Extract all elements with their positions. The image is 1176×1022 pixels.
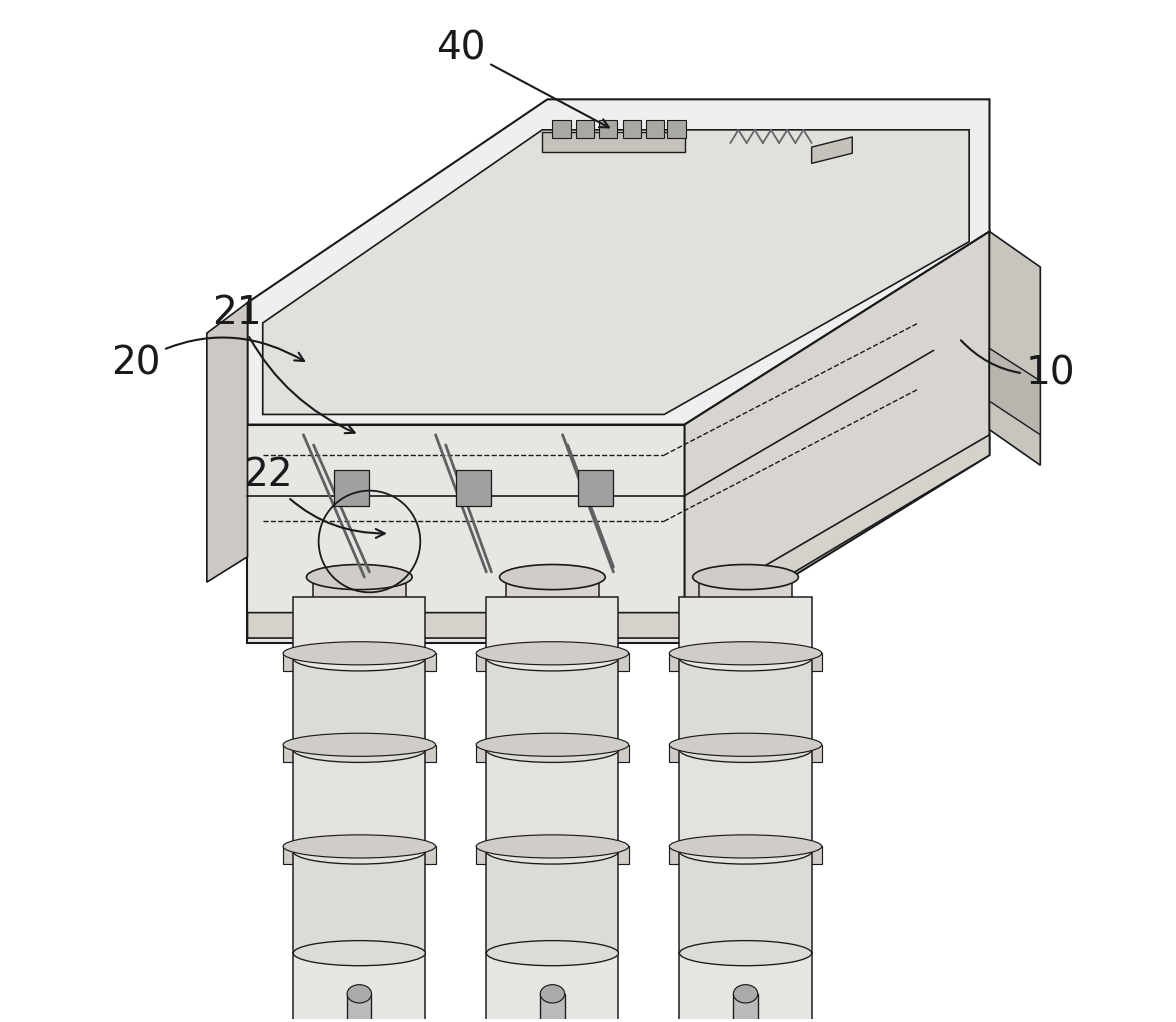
Polygon shape (293, 750, 426, 851)
Polygon shape (576, 120, 594, 138)
Polygon shape (811, 137, 853, 164)
Polygon shape (700, 577, 791, 607)
Polygon shape (680, 851, 811, 954)
Ellipse shape (476, 733, 629, 756)
Polygon shape (577, 470, 614, 506)
Polygon shape (553, 120, 570, 138)
Polygon shape (487, 658, 619, 750)
Polygon shape (989, 231, 1041, 465)
Ellipse shape (680, 839, 811, 864)
Polygon shape (283, 745, 435, 762)
Ellipse shape (487, 839, 619, 864)
Polygon shape (293, 658, 426, 750)
Polygon shape (487, 851, 619, 954)
Ellipse shape (293, 737, 426, 762)
Ellipse shape (680, 737, 811, 762)
Text: 20: 20 (111, 337, 305, 382)
Ellipse shape (283, 642, 435, 665)
Polygon shape (476, 653, 629, 670)
Polygon shape (347, 993, 372, 1022)
Text: 22: 22 (243, 457, 385, 538)
Polygon shape (487, 954, 619, 1022)
Polygon shape (669, 846, 822, 864)
Polygon shape (293, 851, 426, 954)
Polygon shape (247, 424, 684, 643)
Polygon shape (680, 954, 811, 1022)
Ellipse shape (680, 646, 811, 670)
Polygon shape (293, 954, 426, 1022)
Ellipse shape (680, 940, 811, 966)
Ellipse shape (669, 642, 822, 665)
Polygon shape (487, 598, 619, 658)
Ellipse shape (347, 984, 372, 1003)
Polygon shape (989, 349, 1041, 434)
Polygon shape (540, 993, 564, 1022)
Text: 21: 21 (213, 293, 355, 433)
Ellipse shape (307, 564, 412, 590)
Polygon shape (283, 653, 435, 670)
Polygon shape (247, 434, 989, 638)
Text: 40: 40 (436, 30, 609, 128)
Polygon shape (646, 120, 664, 138)
Polygon shape (247, 99, 989, 424)
Ellipse shape (487, 737, 619, 762)
Polygon shape (669, 745, 822, 762)
Ellipse shape (487, 940, 619, 966)
Polygon shape (734, 993, 757, 1022)
Polygon shape (680, 658, 811, 750)
Polygon shape (622, 120, 641, 138)
Ellipse shape (500, 564, 606, 590)
Ellipse shape (693, 564, 799, 590)
Polygon shape (680, 598, 811, 658)
Polygon shape (669, 653, 822, 670)
Ellipse shape (476, 642, 629, 665)
Polygon shape (293, 598, 426, 658)
Ellipse shape (734, 984, 757, 1003)
Ellipse shape (540, 984, 564, 1003)
Ellipse shape (283, 835, 435, 858)
Polygon shape (262, 130, 969, 415)
Polygon shape (487, 750, 619, 851)
Polygon shape (456, 470, 492, 506)
Polygon shape (334, 470, 369, 506)
Polygon shape (680, 750, 811, 851)
Ellipse shape (669, 733, 822, 756)
Ellipse shape (293, 646, 426, 670)
Polygon shape (207, 303, 247, 583)
Polygon shape (600, 120, 617, 138)
Polygon shape (476, 846, 629, 864)
Polygon shape (667, 120, 686, 138)
Polygon shape (476, 745, 629, 762)
Ellipse shape (283, 733, 435, 756)
Ellipse shape (293, 940, 426, 966)
Ellipse shape (487, 646, 619, 670)
Text: 10: 10 (961, 340, 1075, 392)
Polygon shape (313, 577, 406, 607)
Polygon shape (283, 846, 435, 864)
Polygon shape (542, 132, 684, 152)
Polygon shape (684, 231, 989, 643)
Ellipse shape (293, 839, 426, 864)
Ellipse shape (669, 835, 822, 858)
Ellipse shape (476, 835, 629, 858)
Polygon shape (506, 577, 599, 607)
